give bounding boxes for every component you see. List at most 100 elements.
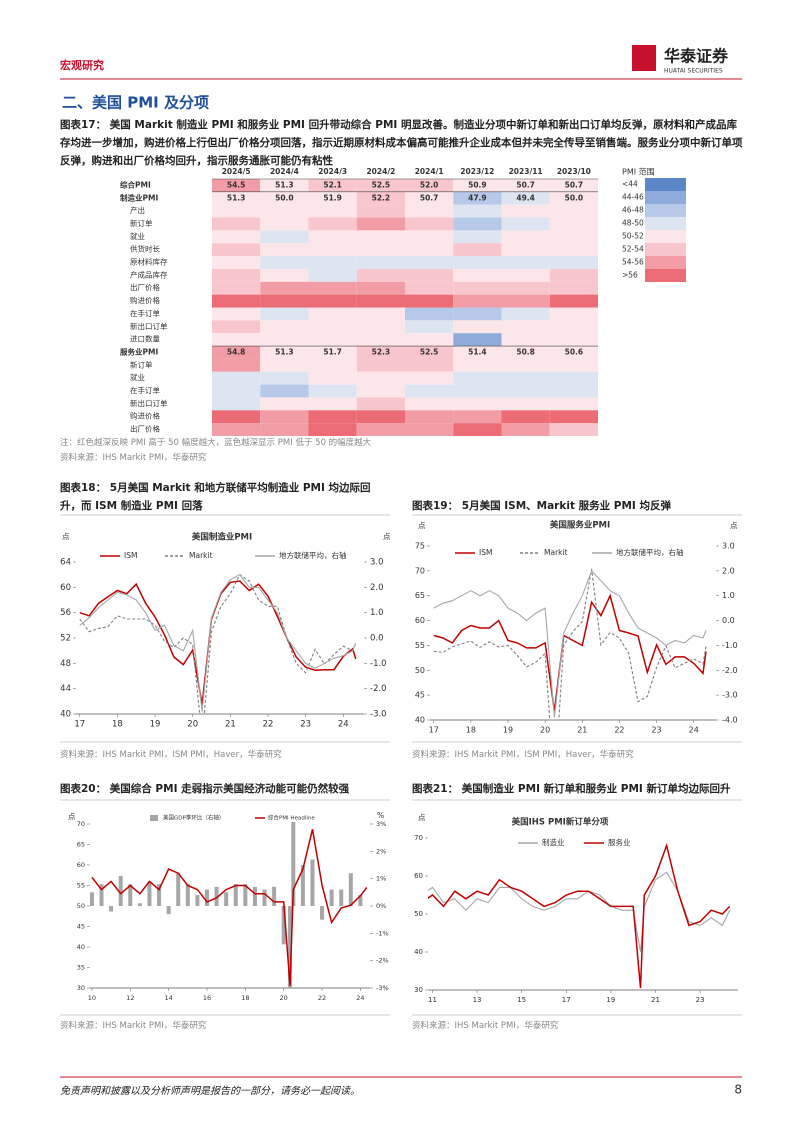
legend-swatch <box>645 191 686 204</box>
series-line <box>79 573 357 712</box>
y-tick-label: 40 <box>415 716 425 725</box>
heat-cell <box>405 371 454 385</box>
column-header: 2024/5 <box>222 167 251 176</box>
heat-cell <box>212 281 261 295</box>
y-tick-label: 70 <box>77 820 85 828</box>
heat-cell <box>356 256 405 269</box>
heat-cell <box>501 410 550 424</box>
axis-unit: 点 <box>730 521 738 530</box>
heat-cell <box>212 320 261 334</box>
row-label: 出厂价格 <box>130 282 160 292</box>
bar <box>339 889 344 906</box>
heat-cell <box>501 217 550 231</box>
x-tick-label: 12 <box>126 994 134 1002</box>
y-tick-label: 45 <box>415 691 425 700</box>
source: 资料来源：IHS Markit PMI，华泰研究 <box>60 453 207 463</box>
heat-cell <box>308 179 357 192</box>
row-label: 原材料库存 <box>130 257 168 267</box>
heat-cell <box>549 410 598 424</box>
legend-swatch <box>645 269 686 282</box>
x-tick-label: 18 <box>112 720 123 730</box>
heat-cell <box>405 217 454 231</box>
heat-cell <box>549 217 598 231</box>
chart-title: 美国制造业PMI <box>192 532 252 543</box>
heat-cell <box>501 346 550 359</box>
heat-cell <box>549 256 598 269</box>
heat-cell <box>212 179 261 192</box>
heat-cell <box>308 217 357 231</box>
cell-value: 54.8 <box>227 347 246 356</box>
x-tick-label: 21 <box>577 726 587 735</box>
y2-tick-label: -4.0 <box>722 716 738 725</box>
heat-cell <box>212 204 261 218</box>
y2-tick-label: -3.0 <box>722 691 738 700</box>
heat-cell <box>405 358 454 372</box>
cell-value: 50.7 <box>420 193 439 202</box>
heat-cell <box>260 204 309 218</box>
bar <box>99 884 104 906</box>
heat-cell <box>308 320 357 334</box>
heat-cell <box>405 320 454 334</box>
heat-cell <box>356 346 405 359</box>
legend-label: 地方联储平均，右轴 <box>279 550 347 560</box>
bar <box>109 906 114 912</box>
heat-cell <box>308 256 357 269</box>
x-tick-label: 22 <box>263 720 274 730</box>
y-tick-label: 50 <box>415 666 425 675</box>
x-tick-label: 20 <box>187 720 198 730</box>
series-line <box>91 829 368 987</box>
cell-value: 49.4 <box>516 193 535 202</box>
y-tick-label: 35 <box>77 964 85 972</box>
cell-value: 52.2 <box>372 193 391 202</box>
x-tick-label: 22 <box>614 726 624 735</box>
heat-cell <box>501 307 550 321</box>
legend-label: Markit <box>189 551 213 560</box>
heat-cell <box>260 217 309 231</box>
row-label: 新订单 <box>130 359 153 369</box>
cell-value: 52.5 <box>372 180 391 189</box>
heat-cell <box>260 281 309 295</box>
heat-cell <box>260 384 309 398</box>
heat-cell <box>501 384 550 398</box>
heat-cell <box>356 397 405 411</box>
heat-cell <box>549 423 598 436</box>
cell-value: 50.0 <box>565 193 584 202</box>
legend-label: 地方联储平均，右轴 <box>616 547 684 557</box>
bar <box>147 881 152 906</box>
disclaimer: 免责声明和披露以及分析师声明是报告的一部分，请务必一起阅读。 <box>60 1086 360 1097</box>
y2-tick-label: 2.0 <box>370 583 384 593</box>
heat-cell <box>308 397 357 411</box>
row-label: 制造业PMI <box>120 192 158 202</box>
bar <box>137 903 142 906</box>
heat-cell <box>212 268 261 282</box>
heat-cell <box>260 294 309 308</box>
bar <box>288 906 293 988</box>
heat-cell <box>453 397 502 411</box>
row-label: 购进价格 <box>130 411 160 421</box>
row-label: 服务业PMI <box>120 346 158 356</box>
column-header: 2023/10 <box>557 167 591 176</box>
legend-label: 44-46 <box>622 193 644 202</box>
cell-value: 52.5 <box>420 347 439 356</box>
y-tick-label: 40 <box>414 948 423 956</box>
legend-label: <44 <box>622 180 638 189</box>
heat-cell <box>453 307 502 321</box>
heat-cell <box>405 191 454 205</box>
y-tick-label: 30 <box>414 986 423 994</box>
figure-caption: 图表19： 5月美国 ISM、Markit 服务业 PMI 均反弹 <box>412 500 671 512</box>
bar <box>320 906 325 920</box>
heat-cell <box>549 397 598 411</box>
heat-cell <box>549 294 598 308</box>
heat-cell <box>549 346 598 359</box>
heat-cell <box>405 410 454 424</box>
y2-tick-label: 2.0 <box>722 566 735 575</box>
heat-cell <box>356 410 405 424</box>
cell-value: 50.6 <box>565 347 584 356</box>
heat-cell <box>501 423 550 436</box>
heat-cell <box>453 217 502 231</box>
legend-label: 综合PMI Headline <box>268 814 315 822</box>
heat-cell <box>405 204 454 218</box>
cell-value: 50.7 <box>565 180 584 189</box>
bar <box>233 884 238 906</box>
heat-cell <box>308 230 357 244</box>
